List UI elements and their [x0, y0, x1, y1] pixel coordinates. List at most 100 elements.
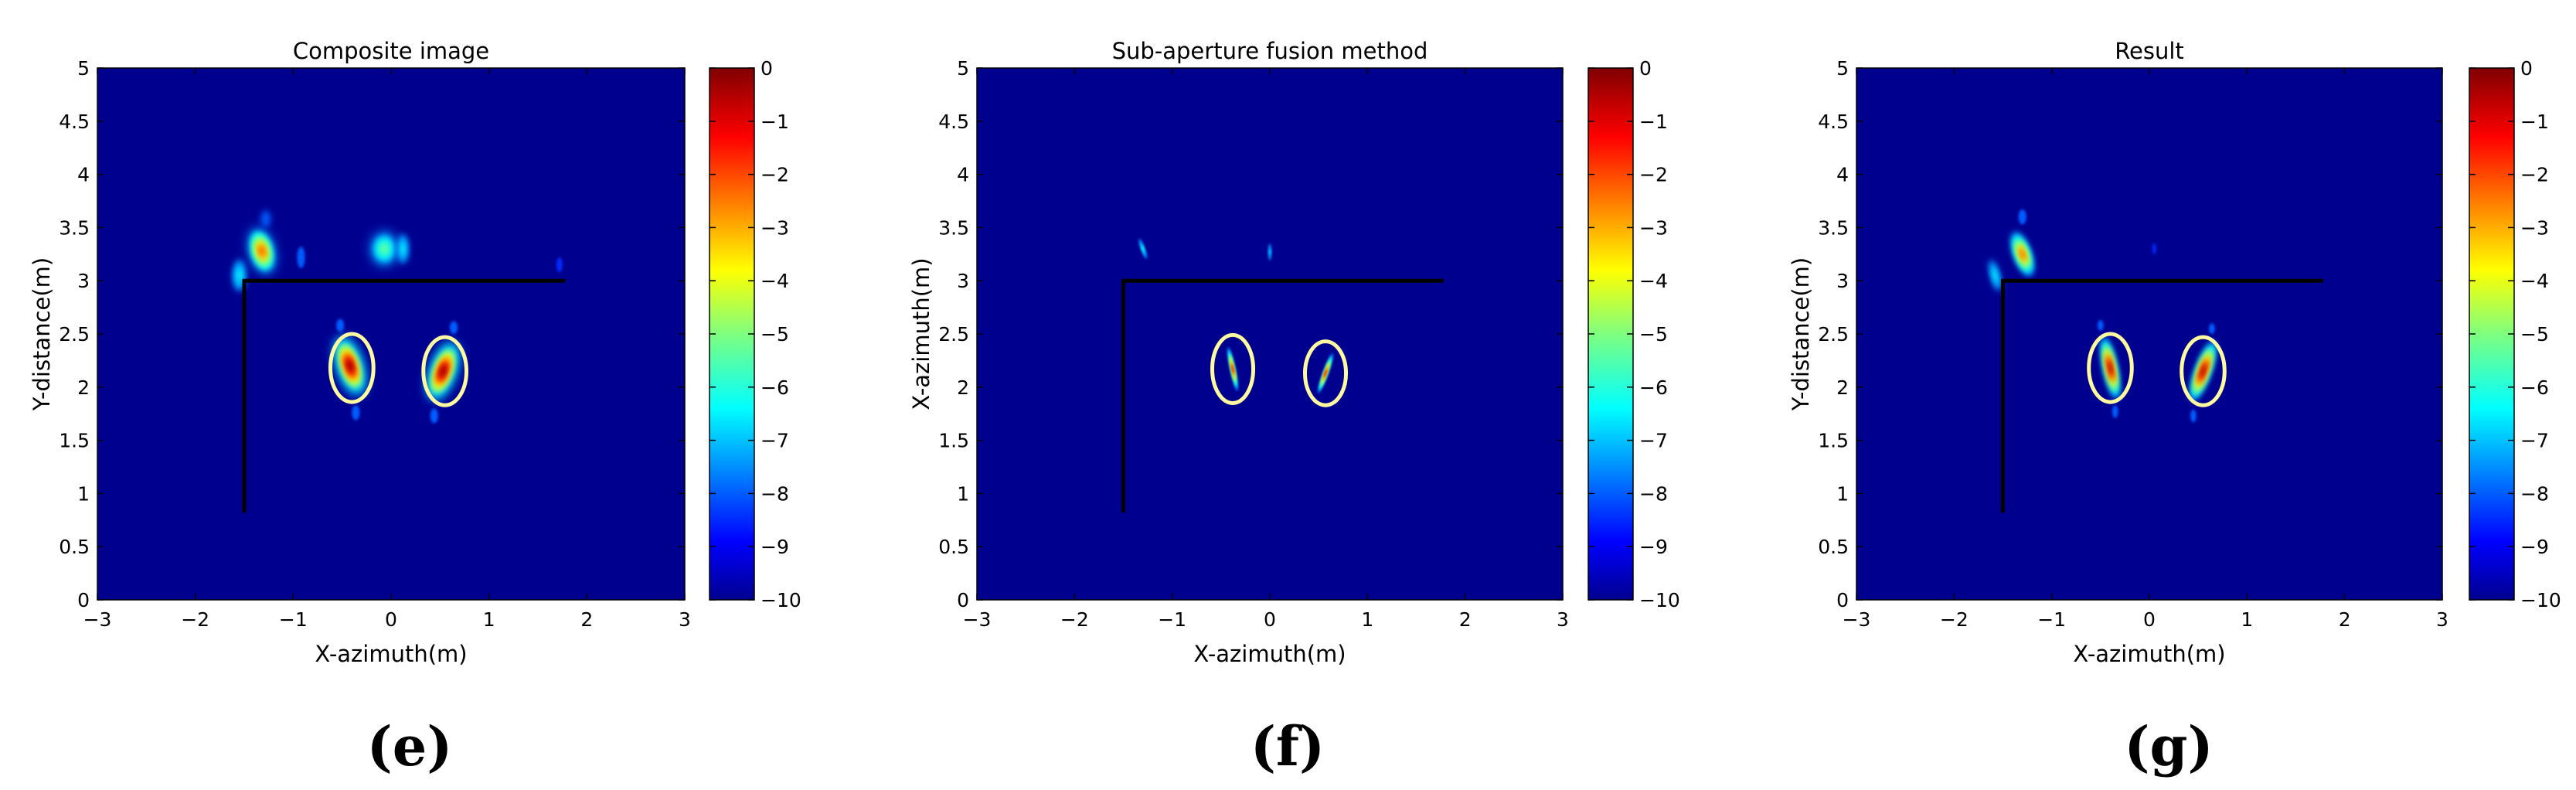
x-tick-label: 0 [2143, 608, 2156, 631]
colorbar-tick-label: −4 [1639, 270, 1668, 292]
heatmap-blob-4 [370, 231, 398, 266]
heatmap-blob-5 [2190, 341, 2217, 402]
heatmap-blob-6 [2112, 405, 2118, 418]
y-tick-label: 1.5 [59, 430, 90, 452]
heatmap-blob-1 [1989, 260, 2002, 291]
y-tick-label: 3.5 [59, 216, 90, 239]
x-tick-label: 3 [679, 608, 691, 631]
colorbar-tick-label: −2 [1639, 164, 1668, 186]
chart-panel-f: −3 −2 −1 0 1 2 300.511.522.533.544.55Sub-apert… [908, 38, 1680, 778]
heatmap-blob-12 [556, 257, 563, 273]
x-tick-label: 1 [483, 608, 495, 631]
colorbar-tick-label: −1 [2520, 111, 2549, 133]
y-tick-label: 1.5 [938, 430, 969, 452]
chart-title: Result [2115, 38, 2184, 64]
x-tick-label: −1 [2037, 608, 2066, 631]
y-tick-label: 2 [77, 376, 90, 399]
x-axis-label: X-azimuth(m) [315, 641, 467, 667]
colorbar-tick-label: −3 [1639, 216, 1668, 239]
x-axis-label: X-azimuth(m) [1193, 641, 1346, 667]
chart-panel-g: −3 −2 −1 0 1 2 300.511.522.533.544.55ResultX-a… [1788, 38, 2561, 778]
wall-line [242, 278, 566, 513]
target-ellipse-1 [421, 335, 469, 407]
y-tick-label: 2.5 [59, 323, 90, 346]
target-ellipse-0 [2087, 332, 2134, 404]
heatmap-blob-3 [2152, 243, 2156, 254]
chart-title: Sub-aperture fusion method [1112, 38, 1428, 64]
heatmap-blob-2 [2018, 209, 2026, 225]
y-tick-label: 4 [77, 164, 90, 186]
heatmap-blob-7 [427, 342, 459, 401]
y-tick-label: 5 [1836, 57, 1849, 80]
heatmap-blob-1 [1268, 243, 1271, 261]
heatmap-blob-10 [336, 318, 345, 332]
heatmap-blob-8 [352, 405, 360, 421]
heatmap-blob-0 [248, 228, 276, 274]
colorbar-tick-label: −5 [761, 323, 789, 346]
y-tick-label: 0 [957, 589, 969, 611]
plot-background [977, 68, 1563, 600]
x-tick-label: 0 [1264, 608, 1276, 631]
x-tick-label: −1 [279, 608, 308, 631]
heatmap-blob-11 [450, 321, 458, 334]
y-tick-label: 2 [1836, 376, 1849, 399]
y-tick-label: 1.5 [1818, 430, 1849, 452]
x-tick-label: 3 [1557, 608, 1569, 631]
colorbar: 0 −1 −2 −3 −4 −5 −6 −7 −8 −9 −10 [1587, 57, 1680, 611]
y-tick-label: 1 [77, 482, 90, 505]
heatmap-blob-5 [396, 233, 409, 264]
heatmap-blob-0 [2010, 232, 2034, 277]
colorbar-tick-label: −5 [2520, 323, 2549, 346]
x-tick-label: −2 [1940, 608, 1969, 631]
colorbar-tick-label: 0 [2520, 57, 2533, 80]
colorbar-tick-label: −10 [2520, 589, 2561, 611]
y-tick-label: 1 [1836, 482, 1849, 505]
colorbar-tick-label: −7 [1639, 430, 1668, 452]
colorbar-tick-label: −8 [761, 482, 789, 505]
y-tick-label: 2.5 [938, 323, 969, 346]
x-tick-label: −3 [963, 608, 992, 631]
x-tick-label: −1 [1158, 608, 1186, 631]
y-axis-label: Y-distance(m) [1788, 257, 1814, 412]
heatmap-blob-3 [297, 247, 305, 268]
y-axis-label: X-azimuth(m) [908, 257, 934, 410]
plot-background [1856, 68, 2442, 600]
x-tick-label: 2 [2339, 608, 2351, 631]
heatmap-blob-8 [2098, 320, 2104, 331]
chart-title: Composite image [293, 38, 489, 64]
colorbar-gradient [1587, 67, 1634, 601]
colorbar-tick-label: −2 [761, 164, 789, 186]
colorbar-tick-label: 0 [1639, 57, 1652, 80]
heatmap-blob-9 [2209, 323, 2215, 334]
x-tick-label: −3 [83, 608, 112, 631]
x-tick-label: 2 [580, 608, 593, 631]
y-tick-label: 0 [1836, 589, 1849, 611]
y-tick-label: 2.5 [1818, 323, 1849, 346]
wall-line [2001, 278, 2323, 513]
x-tick-label: 0 [385, 608, 397, 631]
y-tick-label: 3.5 [938, 216, 969, 239]
y-tick-label: 3.5 [1818, 216, 1849, 239]
colorbar-tick-label: −1 [1639, 111, 1668, 133]
colorbar-tick-label: −9 [761, 536, 789, 558]
y-tick-label: 0.5 [59, 536, 90, 558]
x-axis-label: X-azimuth(m) [2073, 641, 2225, 667]
heatmap-blob-9 [430, 408, 438, 424]
y-tick-label: 0.5 [1818, 536, 1849, 558]
target-ellipse-1 [1302, 339, 1349, 407]
colorbar-tick-label: −1 [761, 111, 789, 133]
heatmap-blob-6 [334, 335, 366, 396]
y-axis-label: Y-distance(m) [29, 257, 55, 412]
heatmap-blobs [1989, 209, 2217, 423]
y-tick-label: 3 [1836, 270, 1849, 292]
colorbar-tick-label: −3 [761, 216, 789, 239]
target-ellipse-0 [328, 332, 376, 404]
x-tick-label: −2 [1060, 608, 1089, 631]
colorbar-tick-label: −6 [761, 376, 789, 399]
y-tick-label: 3 [957, 270, 969, 292]
y-tick-label: 3 [77, 270, 90, 292]
colorbar-tick-label: −4 [2520, 270, 2549, 292]
colorbar-gradient [2469, 67, 2515, 601]
x-tick-label: 3 [2436, 608, 2448, 631]
